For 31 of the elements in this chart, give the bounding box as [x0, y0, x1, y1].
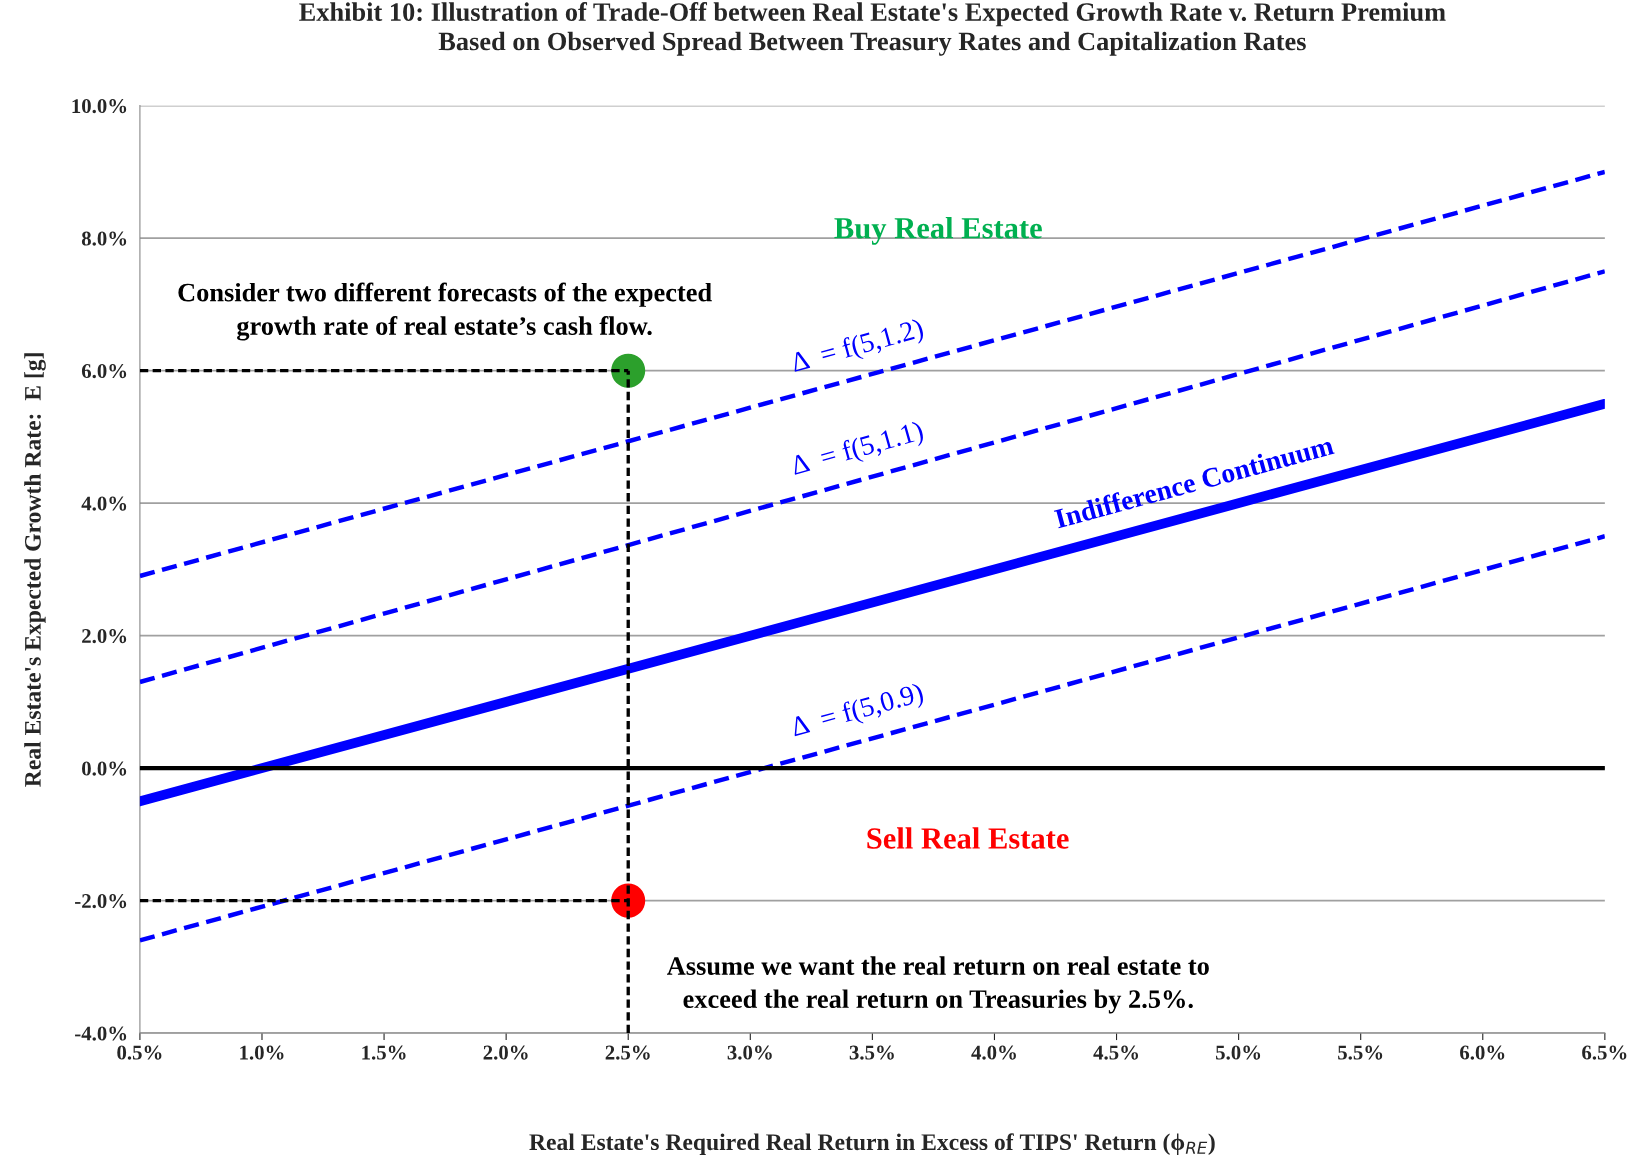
annotation: Buy Real Estate — [834, 216, 1042, 245]
x-axis-title: Real Estate's Required Real Return in Excess of TIPS' Return (ϕ$_{RE}$) — [529, 1133, 1215, 1155]
annotation: Sell Real Estate — [867, 827, 1069, 849]
y-tick-label: 4.0% — [81, 496, 127, 511]
y-tick-label: 6.0% — [81, 364, 127, 379]
x-tick-label: 2.0% — [483, 1045, 528, 1060]
x-tick-label: 4.5% — [1093, 1045, 1139, 1060]
y-tick-label: 0.0% — [82, 761, 127, 776]
x-tick-label: 0.5% — [117, 1045, 162, 1060]
x-tick-label: 4.0% — [971, 1045, 1016, 1060]
x-tick-label: 6.5% — [1582, 1045, 1627, 1060]
text: Δ = f(5,0.9) — [789, 681, 926, 742]
x-tick-label: 3.0% — [727, 1045, 772, 1060]
x-tick-label: 3.5% — [849, 1045, 894, 1060]
annotation: Assume we want the real return on real estate to exceed the real return on Treasuries by 2.5%. — [667, 956, 1209, 1014]
x-tick-label: 5.5% — [1338, 1045, 1383, 1060]
y-tick-label: -2.0% — [75, 894, 127, 909]
y-tick-label: -4.0% — [75, 1026, 127, 1041]
text: Δ = f(5,1.2) — [789, 317, 926, 378]
x-tick-label: 5.0% — [1216, 1045, 1261, 1060]
y-tick-label: 8.0% — [81, 231, 127, 246]
x-tick-label: 6.0% — [1460, 1045, 1505, 1060]
text: Δ = f(5,1.1) — [789, 419, 926, 481]
chart-title: Exhibit 10: Illustration of Trade-Off between Real Estate's Expected Growth Rate v. Return Premium Based on Observed Spread Between Treasury Rates and Capitalization Rates — [299, 2, 1446, 56]
x-tick-label: 2.5% — [605, 1045, 650, 1060]
x-tick-label: 1.5% — [362, 1045, 406, 1060]
annotation: Consider two different forecasts of the expected growth rate of real estate’s cash flow. — [178, 282, 712, 341]
x-tick-label: 1.0% — [240, 1045, 284, 1060]
y-tick-label: 2.0% — [82, 629, 127, 644]
y-tick-label: 10.0% — [72, 99, 127, 114]
y-axis-title: Real Estate's Expected Growth Rate: E [g] — [24, 353, 46, 787]
